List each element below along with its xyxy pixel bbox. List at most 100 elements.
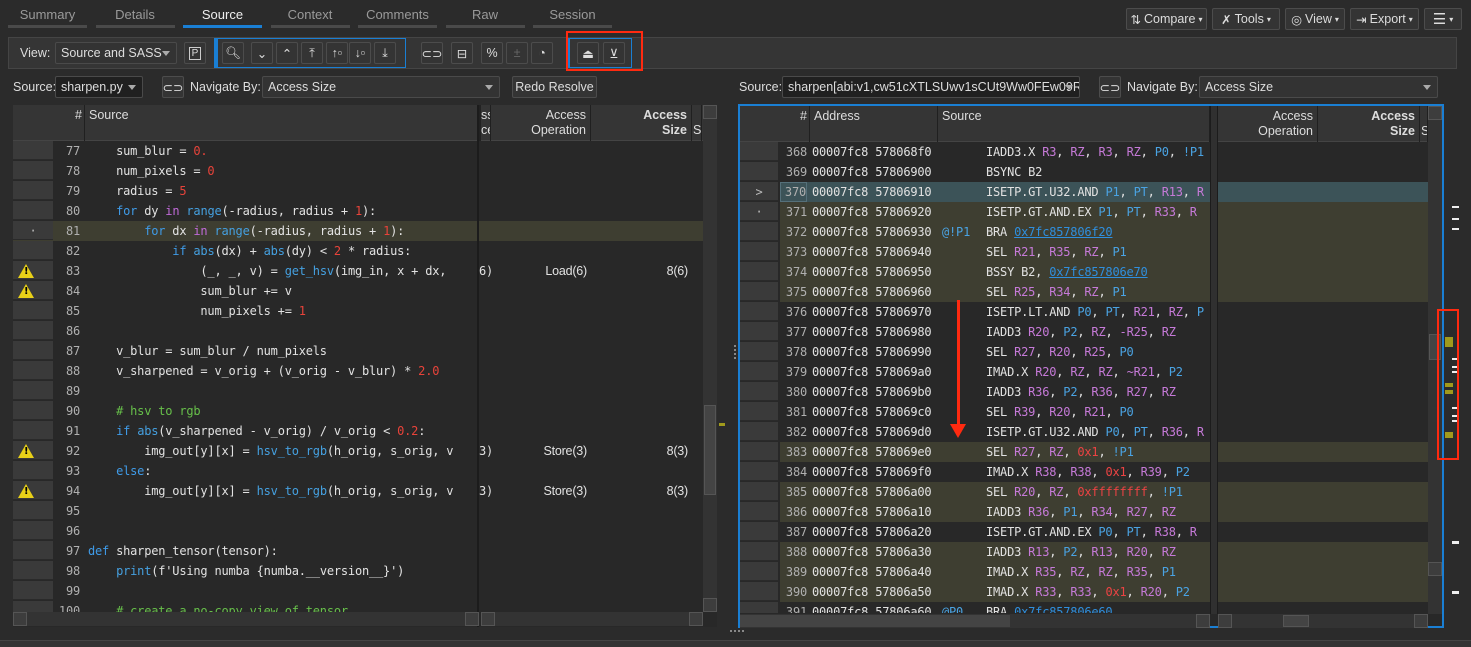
row-gutter[interactable] [13,581,53,600]
table-row[interactable]: 377 00007fc8 57806980 IADD3 R20, P2, RZ, -… [740,322,1428,342]
tab-comments[interactable]: Comments [358,0,437,28]
row-gutter[interactable] [740,602,778,613]
plus-minus-button[interactable]: ± [506,42,528,64]
table-row[interactable]: 383 00007fc8 578069e0 SEL R27, RZ, 0x1, !P… [740,442,1428,462]
scroll-thumb[interactable] [740,615,1010,627]
splitter-handle[interactable] [734,345,736,359]
menu-button[interactable]: ☰ ▾ [1424,8,1462,30]
collapse-button[interactable]: ⊟ [451,42,473,64]
header-address[interactable]: Address [810,106,938,142]
table-row[interactable]: 78 num_pixels = 0 [13,161,703,181]
row-gutter[interactable] [740,222,778,241]
row-gutter[interactable] [740,482,778,501]
scroll-right-icon[interactable] [1196,614,1210,628]
row-gutter[interactable] [740,162,778,181]
table-row[interactable]: 95 [13,501,703,521]
header-partial[interactable]: ssce [479,105,491,141]
table-row[interactable]: 87 v_blur = sum_blur / num_pixels [13,341,703,361]
table-row[interactable]: 384 00007fc8 578069f0 IMAD.X R38, R38, 0x1… [740,462,1428,482]
row-gutter[interactable] [740,382,778,401]
row-gutter[interactable] [13,561,53,580]
header-source[interactable]: Source [938,106,1210,142]
scroll-right-icon[interactable] [1414,614,1428,628]
row-gutter[interactable] [740,242,778,261]
link-button[interactable]: ⊂⊃ [421,42,443,64]
row-gutter[interactable] [13,361,53,380]
tab-raw[interactable]: Raw [445,0,525,28]
table-row[interactable]: 88 v_sharpened = v_orig + (v_orig - v_bl… [13,361,703,381]
first-button[interactable]: ⤒ [301,42,323,64]
row-gutter[interactable] [740,522,778,541]
percent-button[interactable]: % [481,42,503,64]
table-row[interactable]: 83 (_, _, v) = get_hsv(img_in, x + dx, 6… [13,261,703,281]
row-gutter[interactable] [13,541,53,560]
last-button[interactable]: ⤓ [374,42,396,64]
table-row[interactable]: 381 00007fc8 578069c0 SEL R39, R20, R21, P… [740,402,1428,422]
row-gutter[interactable] [13,201,53,220]
table-row[interactable]: 369 00007fc8 57806900 BSYNC B2 [740,162,1428,182]
column-splitter[interactable] [477,105,479,627]
scroll-thumb[interactable] [1283,615,1309,627]
table-row[interactable]: 376 00007fc8 57806970 ISETP.LT.AND P0, PT,… [740,302,1428,322]
header-access-size[interactable]: Access Size [591,105,692,141]
row-gutter[interactable] [740,282,778,301]
scroll-thumb[interactable] [704,405,716,495]
table-row[interactable]: 80 for dy in range(-radius, radius + 1): [13,201,703,221]
tools-button[interactable]: ✗ Tools ▾ [1212,8,1280,30]
header-s[interactable]: S [1420,106,1428,142]
table-row[interactable]: 388 00007fc8 57806a30 IADD3 R13, P2, R13, … [740,542,1428,562]
row-gutter[interactable] [13,161,53,180]
header-number[interactable]: # [740,106,810,142]
table-row[interactable]: 391 00007fc8 57806a60 @P0 BRA 0x7fc857806e6… [740,602,1428,613]
horizontal-scrollbar[interactable] [740,614,1210,628]
view-button[interactable]: ◎ View ▾ [1285,8,1345,30]
row-gutter[interactable] [13,481,53,500]
table-row[interactable]: 82 if abs(dx) + abs(dy) < 2 * radius: [13,241,703,261]
header-s[interactable]: S [692,105,702,141]
row-gutter[interactable] [740,402,778,421]
table-row[interactable]: 385 00007fc8 57806a00 SEL R20, RZ, 0xfffff… [740,482,1428,502]
table-row[interactable]: 375 00007fc8 57806960 SEL R25, R34, RZ, P1 [740,282,1428,302]
scroll-up-icon[interactable] [1428,106,1442,120]
table-row[interactable]: 389 00007fc8 57806a40 IMAD.X R35, RZ, RZ, … [740,562,1428,582]
chart-button[interactable]: ◔ [531,42,553,64]
row-gutter[interactable] [740,562,778,581]
table-row[interactable]: 387 00007fc8 57806a20 ISETP.GT.AND.EX P0, … [740,522,1428,542]
find-button[interactable]: 🔍︎ [222,42,244,64]
export-button[interactable]: ⇥ Export ▾ [1350,8,1419,30]
scroll-left-icon[interactable] [481,612,495,626]
row-gutter[interactable] [740,542,778,561]
table-row[interactable]: 97 def sharpen_tensor(tensor): [13,541,703,561]
table-row[interactable]: 91 if abs(v_sharpened - v_orig) / v_orig… [13,421,703,441]
source-file-button[interactable]: P [184,42,206,64]
header-access-operation[interactable]: Access Operation [491,105,591,141]
row-gutter[interactable] [740,142,778,161]
table-row[interactable]: 368 00007fc8 578068f0 IADD3.X R3, RZ, R3, … [740,142,1428,162]
navigate-by-dropdown[interactable]: Access Size [1199,76,1438,98]
split-bottom-button[interactable]: ⊻ [603,42,625,64]
view-dropdown[interactable]: Source and SASS [55,42,177,64]
row-gutter[interactable] [740,502,778,521]
table-row[interactable]: 374 00007fc8 57806950 BSSY B2, 0x7fc857806… [740,262,1428,282]
table-row[interactable]: 98 print(f'Using numba {numba.__version_… [13,561,703,581]
table-row[interactable]: 77 sum_blur = 0. [13,141,703,161]
scroll-down-icon[interactable] [703,598,717,612]
row-gutter[interactable] [13,421,53,440]
link-source-button[interactable]: ⊂⊃ [162,76,184,98]
row-gutter[interactable] [13,181,53,200]
row-gutter[interactable] [740,422,778,441]
sort-up-button[interactable]: ↑▫ [326,42,348,64]
row-gutter[interactable] [13,441,53,460]
table-row[interactable]: 96 [13,521,703,541]
scroll-right-icon[interactable] [689,612,703,626]
row-gutter[interactable] [13,301,53,320]
table-row[interactable]: 372 00007fc8 57806930 @!P1 BRA 0x7fc857806f… [740,222,1428,242]
scroll-left-icon[interactable] [13,612,27,626]
row-gutter[interactable] [13,321,53,340]
row-gutter[interactable] [740,262,778,281]
tab-session[interactable]: Session [533,0,612,28]
row-gutter[interactable] [740,462,778,481]
table-row[interactable]: 89 [13,381,703,401]
table-row[interactable]: 92 img_out[y][x] = hsv_to_rgb(h_orig, s_… [13,441,703,461]
vertical-scrollbar[interactable] [1428,106,1442,614]
